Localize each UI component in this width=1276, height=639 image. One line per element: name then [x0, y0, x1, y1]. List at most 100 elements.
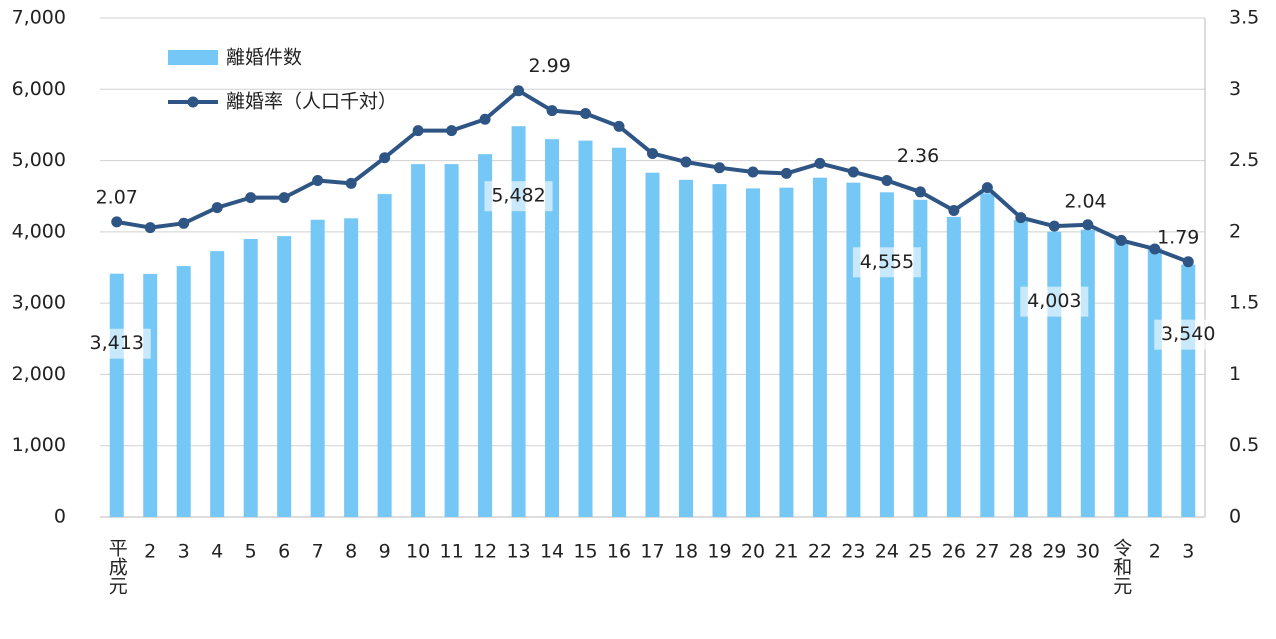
bar — [109, 273, 124, 517]
bar-data-label: 4,003 — [1027, 290, 1081, 312]
bar — [344, 218, 359, 517]
x-tick-label: 21 — [774, 541, 798, 563]
bar — [846, 182, 861, 518]
x-tick-label: 3 — [1182, 541, 1194, 563]
x-tick-label: 22 — [808, 541, 832, 563]
y-tick-label: 1,000 — [12, 434, 66, 456]
x-tick-label: 20 — [741, 541, 765, 563]
line-marker — [713, 162, 725, 174]
bar — [1114, 239, 1129, 517]
y-tick-label: 0 — [54, 506, 66, 528]
x-tick-label: 9 — [379, 541, 391, 563]
bar — [310, 219, 325, 517]
x-tick-label: 12 — [473, 541, 497, 563]
line-data-label: 2.99 — [529, 55, 571, 77]
x-tick-label: 7 — [312, 541, 324, 563]
legend-marker — [187, 96, 199, 108]
bar — [478, 154, 493, 518]
line-marker — [412, 125, 424, 137]
bar — [143, 273, 158, 517]
line-marker — [1182, 256, 1194, 268]
y-tick-label: 6,000 — [12, 78, 66, 100]
bar — [645, 172, 660, 517]
x-tick-label: 18 — [674, 541, 698, 563]
y-tick-label: 7,000 — [12, 7, 66, 29]
bar — [946, 216, 961, 517]
bar-data-label: 5,482 — [491, 185, 545, 207]
line-marker — [1082, 219, 1094, 231]
line-marker — [914, 186, 926, 198]
bar — [176, 266, 191, 517]
bar — [712, 184, 727, 518]
line-marker — [546, 105, 558, 117]
y2-tick-label: 0 — [1229, 506, 1241, 528]
bar — [545, 139, 560, 517]
x-tick-label: 28 — [1009, 541, 1033, 563]
line-marker — [1015, 212, 1027, 224]
x-tick-label: 30 — [1076, 541, 1100, 563]
y-tick-label: 2,000 — [12, 363, 66, 385]
x-tick-label: 3 — [178, 541, 190, 563]
x-tick-label: 6 — [278, 541, 290, 563]
data-label-bg — [1020, 286, 1089, 317]
x-tick-label: 26 — [942, 541, 966, 563]
y2-tick-label: 3.5 — [1229, 7, 1259, 29]
bar — [444, 164, 459, 517]
line-marker — [613, 120, 625, 132]
bar — [745, 188, 760, 517]
bar — [210, 251, 225, 517]
line-marker — [981, 182, 993, 194]
line-data-label: 1.79 — [1157, 226, 1199, 248]
x-tick-label: 14 — [540, 541, 564, 563]
x-tick-label: 8 — [345, 541, 357, 563]
bar — [578, 140, 593, 517]
line-marker — [1048, 220, 1060, 232]
x-tick-label: 令和元 — [1110, 538, 1132, 595]
y2-tick-label: 2.5 — [1229, 149, 1259, 171]
line-marker — [312, 175, 324, 187]
line-marker — [111, 216, 123, 228]
bar — [1181, 264, 1196, 517]
line-marker — [747, 166, 759, 178]
bar — [612, 147, 627, 518]
x-tick-label: 23 — [841, 541, 865, 563]
y-tick-label: 4,000 — [12, 220, 66, 242]
bar — [678, 179, 693, 517]
line-marker — [379, 152, 391, 164]
x-tick-label: 2 — [1149, 541, 1161, 563]
line-marker — [178, 217, 190, 229]
x-tick-label: 2 — [144, 541, 156, 563]
line-marker — [647, 147, 658, 159]
line-marker — [881, 175, 893, 187]
legend-label: 離婚率（人口千対） — [226, 91, 397, 113]
line-marker — [680, 156, 692, 168]
x-tick-label: 24 — [875, 541, 899, 563]
x-tick-label: 17 — [640, 541, 664, 563]
line-data-label: 2.07 — [96, 186, 138, 208]
legend-label: 離婚件数 — [226, 47, 302, 69]
bar — [980, 193, 995, 517]
x-tick-label: 11 — [439, 541, 463, 563]
bar-data-label: 3,413 — [90, 332, 144, 354]
line-marker — [580, 108, 592, 120]
line-marker — [780, 167, 792, 179]
bar — [779, 187, 794, 517]
line-marker — [345, 177, 357, 189]
y2-tick-label: 0.5 — [1229, 434, 1259, 456]
x-tick-label: 16 — [607, 541, 631, 563]
bar — [1013, 219, 1028, 517]
line-marker — [245, 192, 257, 204]
y-tick-label: 5,000 — [12, 149, 66, 171]
bar — [243, 238, 258, 517]
line-marker — [814, 157, 826, 169]
x-tick-label: 平成元 — [106, 538, 128, 595]
data-label-bg — [484, 181, 553, 212]
line-marker — [144, 222, 156, 234]
line-marker — [278, 192, 290, 204]
y2-tick-label: 1.5 — [1229, 292, 1259, 314]
bar — [1047, 231, 1062, 517]
x-tick-label: 15 — [573, 541, 597, 563]
x-tick-label: 29 — [1042, 541, 1066, 563]
y2-tick-label: 2 — [1229, 220, 1241, 242]
